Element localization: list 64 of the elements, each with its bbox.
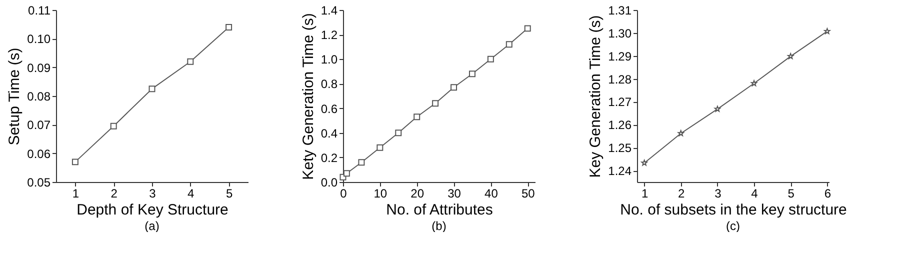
x-axis-title: No. of Attributes bbox=[386, 202, 493, 218]
x-tick-label: 4 bbox=[751, 186, 758, 200]
y-tick-label: 0.8 bbox=[320, 77, 338, 92]
y-tick-label: 1.4 bbox=[320, 4, 338, 18]
x-tick-label: 1 bbox=[641, 186, 648, 200]
point bbox=[226, 24, 232, 30]
y-axis-title: Key Generation Time (s) bbox=[587, 15, 604, 178]
point bbox=[395, 130, 402, 136]
x-tick-label: 3 bbox=[714, 186, 722, 200]
x-tick-label: 4 bbox=[188, 186, 195, 200]
y-tick-label: 1.31 bbox=[608, 4, 632, 18]
x-tick-label: 2 bbox=[110, 186, 118, 200]
point bbox=[524, 25, 531, 32]
point bbox=[450, 84, 458, 91]
x-tick-label: 5 bbox=[226, 186, 233, 200]
y-tick-label: 0.08 bbox=[27, 90, 51, 104]
point bbox=[487, 56, 494, 62]
x-tick-label: 2 bbox=[678, 186, 686, 200]
y-tick-label: 0.0 bbox=[320, 176, 338, 190]
point bbox=[468, 70, 476, 78]
y-tick-label: 0.4 bbox=[320, 126, 338, 140]
x-tick-label: 3 bbox=[149, 186, 156, 200]
point bbox=[343, 170, 350, 177]
y-tick-label: 1.30 bbox=[608, 26, 632, 40]
point bbox=[148, 86, 156, 92]
y-tick-label: 0.07 bbox=[27, 118, 51, 132]
point bbox=[110, 122, 117, 130]
y-tick-label: 0.2 bbox=[320, 150, 338, 165]
point bbox=[750, 80, 758, 86]
x-tick-label: 0 bbox=[340, 186, 348, 200]
y-axis-title: Kety Generation Time (s) bbox=[300, 13, 317, 180]
y-tick-label: 0.09 bbox=[27, 60, 51, 75]
point bbox=[72, 158, 78, 166]
point bbox=[414, 114, 420, 120]
point bbox=[714, 106, 721, 112]
x-axis-title: Depth of Key Structure bbox=[76, 202, 228, 218]
x-axis-title: No. of subsets in the key structure bbox=[620, 202, 847, 218]
y-tick-label: 0.05 bbox=[27, 176, 51, 190]
point bbox=[506, 41, 512, 48]
y-tick-label: 1.29 bbox=[608, 49, 632, 64]
x-tick-label: 5 bbox=[788, 186, 795, 200]
y-tick-label: 1.24 bbox=[608, 164, 632, 178]
point bbox=[376, 144, 384, 151]
y-tick-label: 0.11 bbox=[28, 4, 51, 18]
y-tick-label: 0.6 bbox=[320, 102, 338, 116]
y-tick-label: 1.26 bbox=[608, 118, 632, 132]
point bbox=[187, 58, 194, 65]
point bbox=[358, 159, 365, 166]
y-tick-label: 0.10 bbox=[27, 32, 51, 46]
y-tick-label: 1.25 bbox=[608, 141, 632, 156]
y-tick-label: 1.0 bbox=[320, 52, 338, 67]
y-tick-label: 1.28 bbox=[608, 72, 632, 86]
x-tick-label: 1 bbox=[72, 186, 80, 200]
y-axis-title: Setup Time (s) bbox=[6, 48, 24, 146]
x-tick-label: 40 bbox=[484, 186, 498, 200]
y-tick-label: 1.2 bbox=[320, 28, 338, 42]
x-tick-label: 50 bbox=[521, 186, 536, 200]
x-tick-label: 30 bbox=[448, 186, 462, 200]
y-tick-label: 1.27 bbox=[608, 95, 632, 110]
x-tick-label: 6 bbox=[824, 186, 832, 200]
x-tick-label: 20 bbox=[410, 186, 424, 200]
x-tick-label: 10 bbox=[374, 186, 388, 200]
point bbox=[432, 100, 439, 107]
y-tick-label: 0.06 bbox=[27, 146, 51, 161]
